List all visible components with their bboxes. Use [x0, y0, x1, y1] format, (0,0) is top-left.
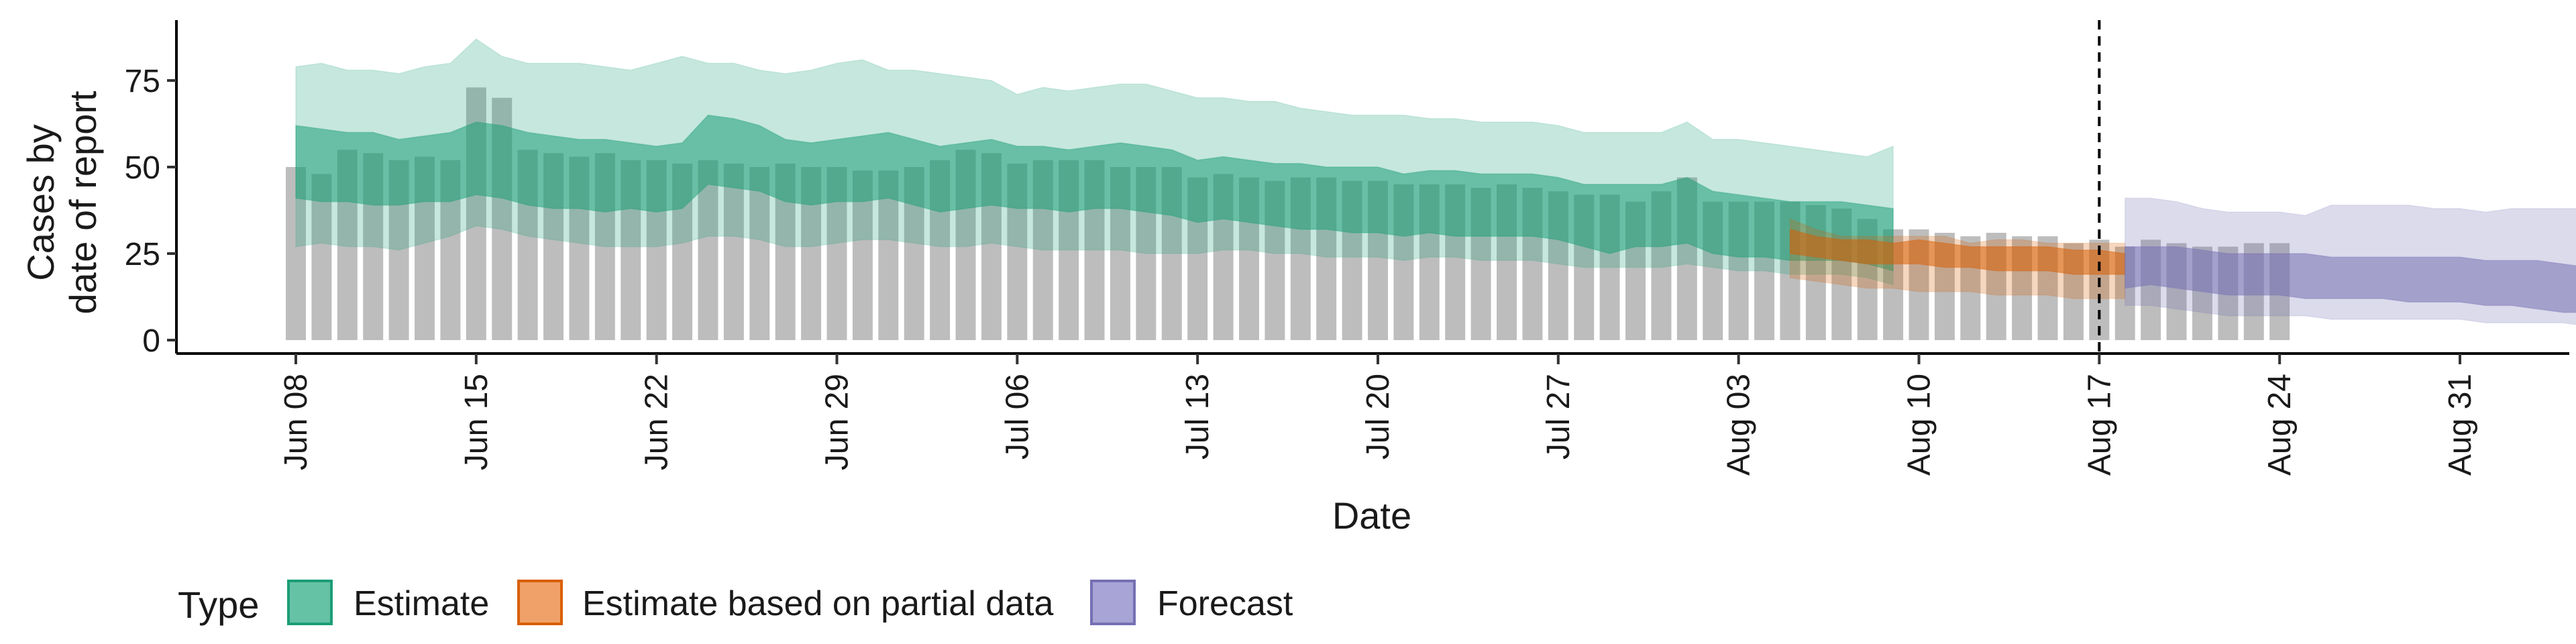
y-axis-title-line2: date of report — [62, 91, 104, 315]
forecast-band-inner — [2124, 246, 2576, 313]
y-ticks: 0 25 50 75 — [125, 64, 176, 359]
x-tick-label: Jun 08 — [278, 374, 314, 470]
legend-label-estimate: Estimate — [354, 584, 489, 623]
legend-label-forecast: Forecast — [1157, 584, 1293, 623]
legend-label-partial: Estimate based on partial data — [582, 584, 1054, 623]
y-tick-label: 50 — [125, 150, 160, 186]
y-tick-label: 0 — [142, 323, 160, 359]
x-tick-label: Jun 15 — [459, 374, 494, 470]
estimate-bands — [295, 38, 2576, 325]
x-tick-label: Jun 29 — [820, 374, 855, 470]
y-axis-title-line1: Cases by — [19, 124, 62, 280]
case-bar — [749, 167, 770, 340]
legend-swatch-partial — [517, 580, 563, 625]
x-tick-label: Aug 24 — [2262, 374, 2298, 476]
x-tick-label: Jul 20 — [1360, 374, 1396, 460]
x-tick-label: Aug 10 — [1902, 374, 1937, 476]
x-tick-label: Aug 31 — [2443, 374, 2478, 476]
x-ticks: Jun 08 Jun 15 Jun 22 Jun 29 Jul 06 Jul 13 Jul … — [278, 354, 2478, 476]
legend-swatch-estimate — [287, 580, 333, 625]
axes — [175, 20, 2569, 355]
x-tick-label: Jul 13 — [1180, 374, 1216, 460]
y-tick-label: 25 — [125, 237, 160, 272]
x-tick-label: Aug 03 — [1721, 374, 1757, 476]
x-axis-title: Date — [1332, 494, 1411, 537]
legend-swatch-forecast — [1090, 580, 1136, 625]
x-tick-label: Jul 06 — [1000, 374, 1035, 460]
x-tick-label: Aug 17 — [2082, 374, 2117, 476]
legend: Type Estimate Estimate based on partial … — [178, 580, 1293, 626]
estimate-band-inner — [295, 114, 1894, 272]
case-bar — [723, 163, 744, 340]
y-tick-label: 75 — [125, 64, 160, 99]
x-tick-label: Jun 22 — [639, 374, 675, 470]
legend-title: Type — [178, 584, 259, 626]
x-tick-label: Jul 27 — [1541, 374, 1576, 460]
